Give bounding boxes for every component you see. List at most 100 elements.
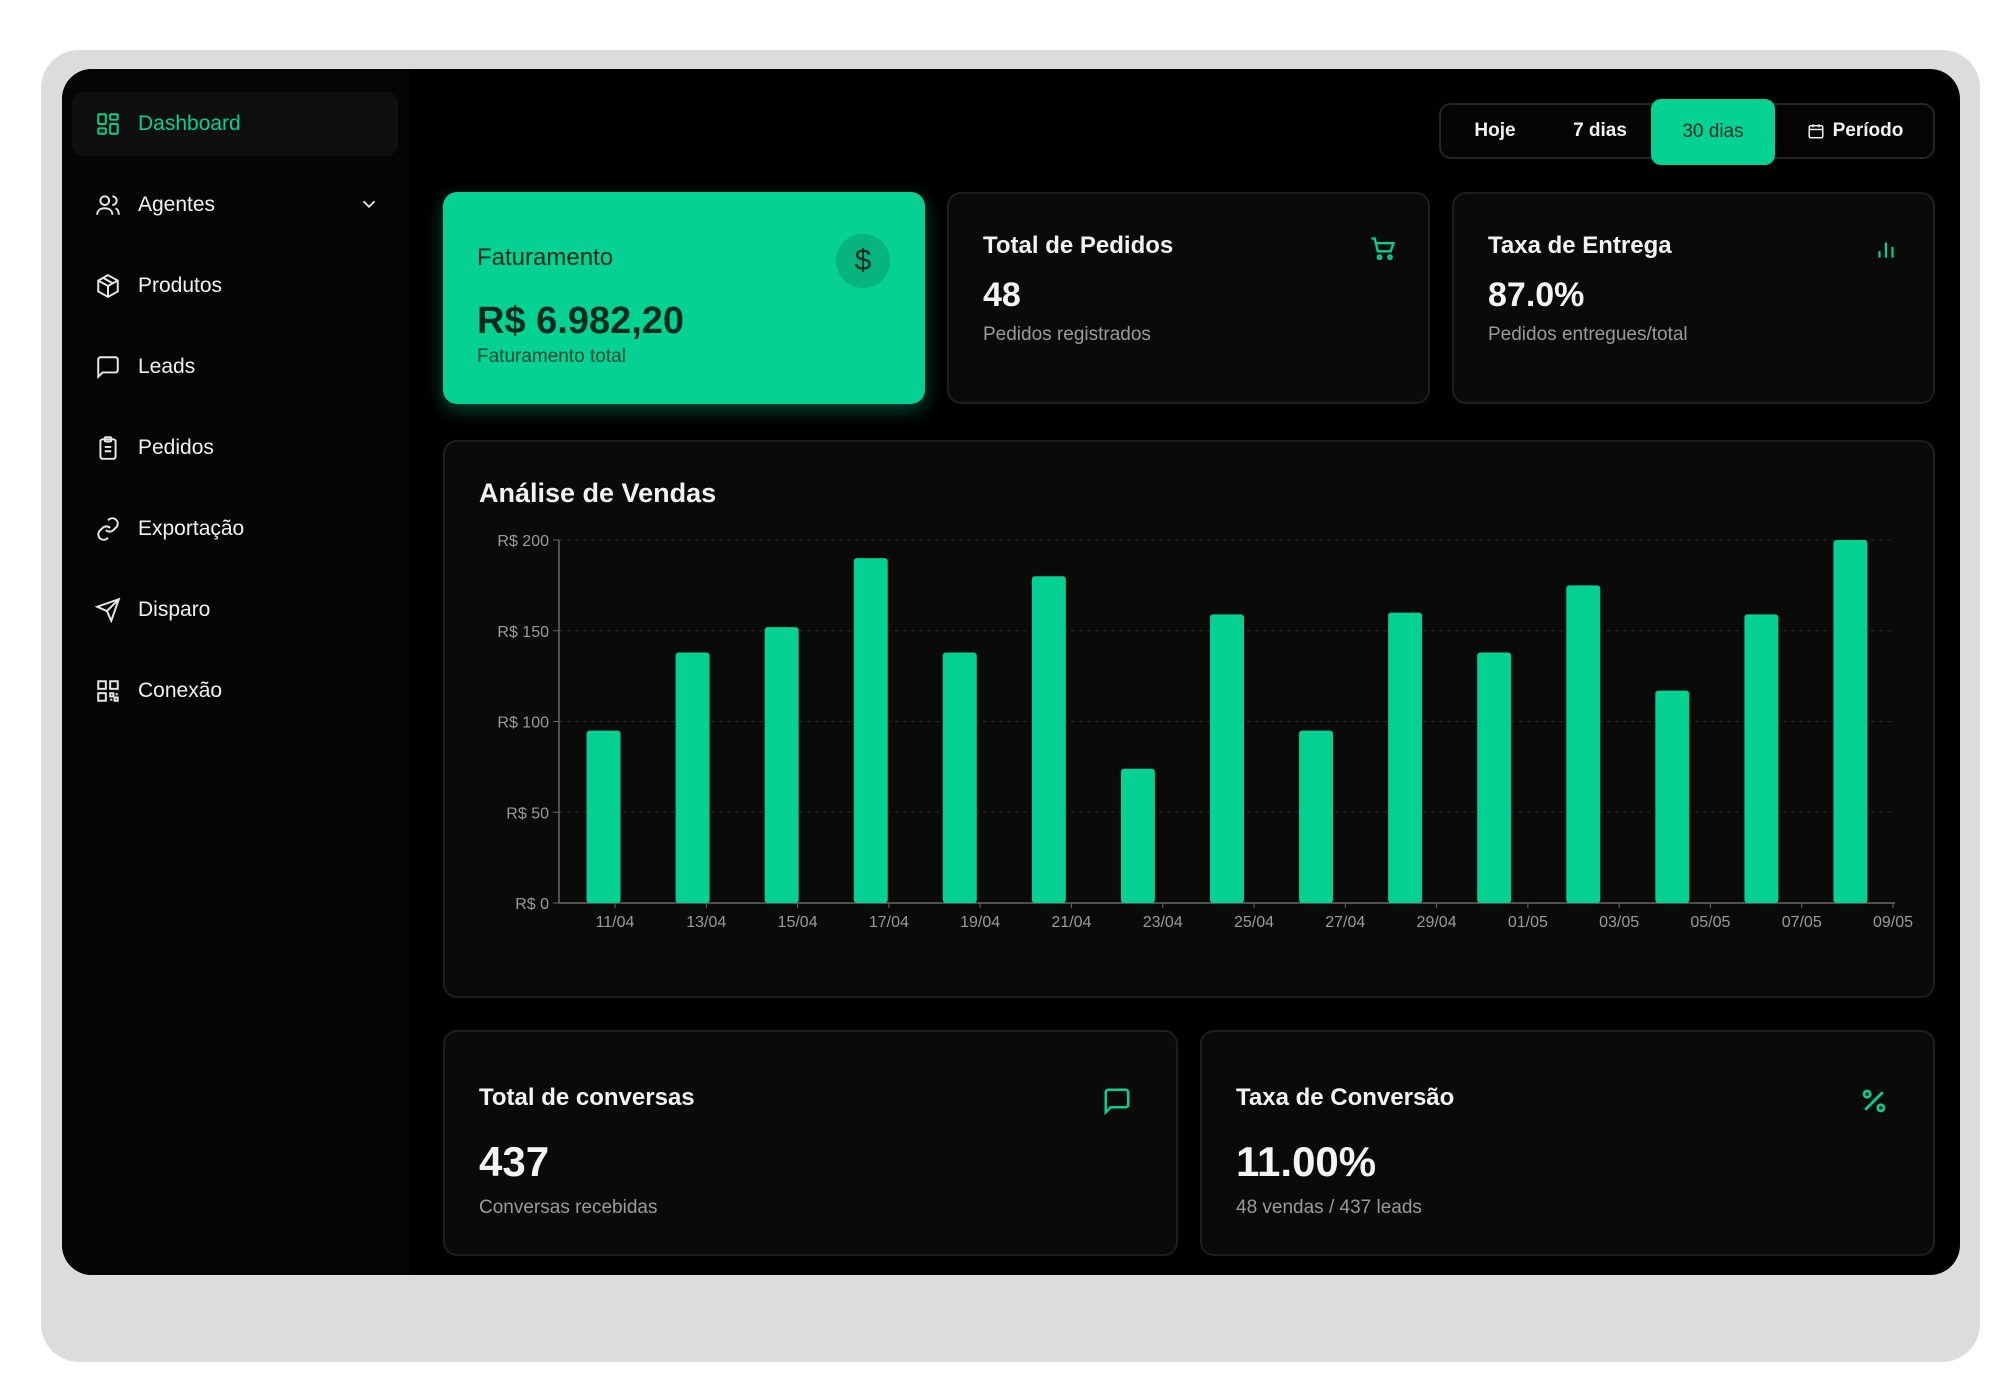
link-icon bbox=[94, 515, 122, 543]
sidebar-item-conexao[interactable]: Conexão bbox=[72, 659, 398, 723]
chart-bar bbox=[1477, 652, 1512, 903]
sidebar-item-exportacao[interactable]: Exportação bbox=[72, 497, 398, 561]
x-tick-label: 19/04 bbox=[960, 914, 1000, 931]
sidebar: Dashboard Agentes Produtos Leads bbox=[62, 69, 410, 1275]
x-tick-label: 03/05 bbox=[1599, 914, 1639, 931]
chart-bar bbox=[1299, 730, 1334, 903]
x-tick-label: 11/04 bbox=[596, 914, 635, 931]
filter-periodo-button[interactable]: Período bbox=[1775, 103, 1935, 159]
chart-bar bbox=[1655, 690, 1690, 903]
card-value: 48 bbox=[983, 276, 1021, 314]
chart-bar bbox=[675, 652, 710, 903]
send-icon bbox=[94, 596, 122, 624]
sidebar-item-label: Produtos bbox=[138, 274, 223, 297]
card-value: 11.00% bbox=[1236, 1138, 1377, 1185]
y-tick-label: R$ 0 bbox=[515, 896, 549, 913]
x-tick-label: 01/05 bbox=[1508, 914, 1548, 931]
delivery-card: Taxa de Entrega 87.0% Pedidos entregues/… bbox=[1452, 192, 1935, 404]
x-tick-label: 13/04 bbox=[686, 914, 726, 931]
chart-bar bbox=[764, 627, 799, 903]
sidebar-item-label: Conexão bbox=[138, 679, 223, 702]
card-subtitle: Faturamento total bbox=[477, 346, 626, 367]
x-tick-label: 09/05 bbox=[1873, 914, 1913, 931]
sidebar-item-pedidos[interactable]: Pedidos bbox=[72, 416, 398, 480]
x-tick-label: 25/04 bbox=[1234, 914, 1274, 931]
sidebar-item-label: Pedidos bbox=[138, 436, 214, 459]
filter-hoje-button[interactable]: Hoje bbox=[1441, 103, 1549, 159]
sidebar-item-label: Agentes bbox=[138, 193, 216, 216]
x-tick-label: 21/04 bbox=[1051, 914, 1091, 931]
chart-bar bbox=[1120, 768, 1155, 903]
sidebar-item-leads[interactable]: Leads bbox=[72, 335, 398, 399]
y-tick-label: R$ 150 bbox=[497, 624, 549, 641]
conversion-rate-card: Taxa de Conversão 11.00% 48 vendas / 437… bbox=[1200, 1030, 1935, 1256]
card-subtitle: Pedidos entregues/total bbox=[1488, 324, 1688, 345]
chart-title: Análise de Vendas bbox=[479, 478, 717, 508]
sidebar-item-dashboard[interactable]: Dashboard bbox=[72, 92, 398, 156]
x-tick-label: 29/04 bbox=[1417, 914, 1457, 931]
app-window: Dashboard Agentes Produtos Leads bbox=[62, 69, 1960, 1275]
card-subtitle: Conversas recebidas bbox=[479, 1197, 658, 1218]
chart-bar bbox=[1388, 612, 1423, 903]
card-title: Faturamento bbox=[477, 244, 614, 271]
users-icon bbox=[94, 191, 122, 219]
chart-bar bbox=[942, 652, 977, 903]
chart-bar bbox=[1744, 614, 1779, 903]
y-tick-label: R$ 100 bbox=[497, 715, 549, 732]
x-tick-label: 15/04 bbox=[778, 914, 818, 931]
card-value: R$ 6.982,20 bbox=[477, 300, 685, 342]
x-tick-label: 27/04 bbox=[1325, 914, 1365, 931]
card-title: Taxa de Entrega bbox=[1488, 232, 1672, 259]
chart-bar bbox=[1833, 540, 1868, 903]
message-square-icon bbox=[1100, 1084, 1134, 1118]
message-square-icon bbox=[94, 353, 122, 381]
conversations-card: Total de conversas 437 Conversas recebid… bbox=[443, 1030, 1178, 1256]
sidebar-item-label: Exportação bbox=[138, 517, 245, 540]
filter-label: 7 dias bbox=[1573, 120, 1627, 141]
x-tick-label: 07/05 bbox=[1782, 914, 1822, 931]
y-tick-label: R$ 50 bbox=[506, 805, 549, 822]
sidebar-item-disparo[interactable]: Disparo bbox=[72, 578, 398, 642]
date-range-filter: Hoje 7 dias 30 dias Período bbox=[1439, 99, 1935, 165]
sidebar-item-produtos[interactable]: Produtos bbox=[72, 254, 398, 318]
chart-bar bbox=[853, 558, 888, 903]
card-value: 87.0% bbox=[1488, 276, 1585, 314]
card-title: Total de conversas bbox=[479, 1084, 695, 1111]
chevron-down-icon[interactable] bbox=[358, 193, 380, 215]
orders-card: Total de Pedidos 48 Pedidos registrados bbox=[947, 192, 1430, 404]
calendar-icon bbox=[1807, 122, 1825, 140]
cart-icon bbox=[1366, 232, 1400, 266]
x-tick-label: 23/04 bbox=[1143, 914, 1183, 931]
percent-icon bbox=[1857, 1084, 1891, 1118]
card-value: 437 bbox=[479, 1138, 550, 1185]
chart-bar bbox=[1031, 576, 1066, 903]
dashboard-icon bbox=[94, 110, 122, 138]
dollar-icon: $ bbox=[836, 234, 890, 288]
chart-bar bbox=[1210, 614, 1244, 903]
card-title: Total de Pedidos bbox=[983, 232, 1174, 259]
filter-7-dias-button[interactable]: 7 dias bbox=[1549, 103, 1651, 159]
clipboard-icon bbox=[94, 434, 122, 462]
filter-label: Período bbox=[1832, 120, 1904, 141]
qr-code-icon bbox=[94, 677, 122, 705]
sidebar-item-label: Disparo bbox=[138, 598, 211, 621]
filter-label: 30 dias bbox=[1682, 121, 1744, 142]
package-icon bbox=[94, 272, 122, 300]
card-subtitle: Pedidos registrados bbox=[983, 324, 1151, 345]
filter-30-dias-button[interactable]: 30 dias bbox=[1651, 99, 1775, 165]
sidebar-item-label: Dashboard bbox=[138, 112, 241, 135]
revenue-card: Faturamento $ R$ 6.982,20 Faturamento to… bbox=[443, 192, 925, 404]
sales-bar-chart: R$ 0 R$ 50 R$ 100 R$ 150 R$ 200 11/04 13/04 15/… bbox=[497, 533, 1913, 931]
x-tick-label: 05/05 bbox=[1690, 914, 1730, 931]
chart-bar bbox=[586, 730, 621, 903]
filter-label: Hoje bbox=[1474, 120, 1516, 141]
sales-chart-card: Análise de Vendas R$ 0 R$ 50 R$ 100 R$ 150 R… bbox=[443, 440, 1935, 998]
x-tick-label: 17/04 bbox=[869, 914, 909, 931]
sidebar-item-label: Leads bbox=[138, 355, 196, 378]
chart-bar bbox=[1566, 585, 1601, 903]
sidebar-item-agentes[interactable]: Agentes bbox=[72, 173, 398, 237]
card-title: Taxa de Conversão bbox=[1236, 1084, 1455, 1111]
card-subtitle: 48 vendas / 437 leads bbox=[1236, 1197, 1422, 1218]
y-tick-label: R$ 200 bbox=[497, 533, 549, 550]
bar-chart-icon bbox=[1869, 232, 1903, 266]
